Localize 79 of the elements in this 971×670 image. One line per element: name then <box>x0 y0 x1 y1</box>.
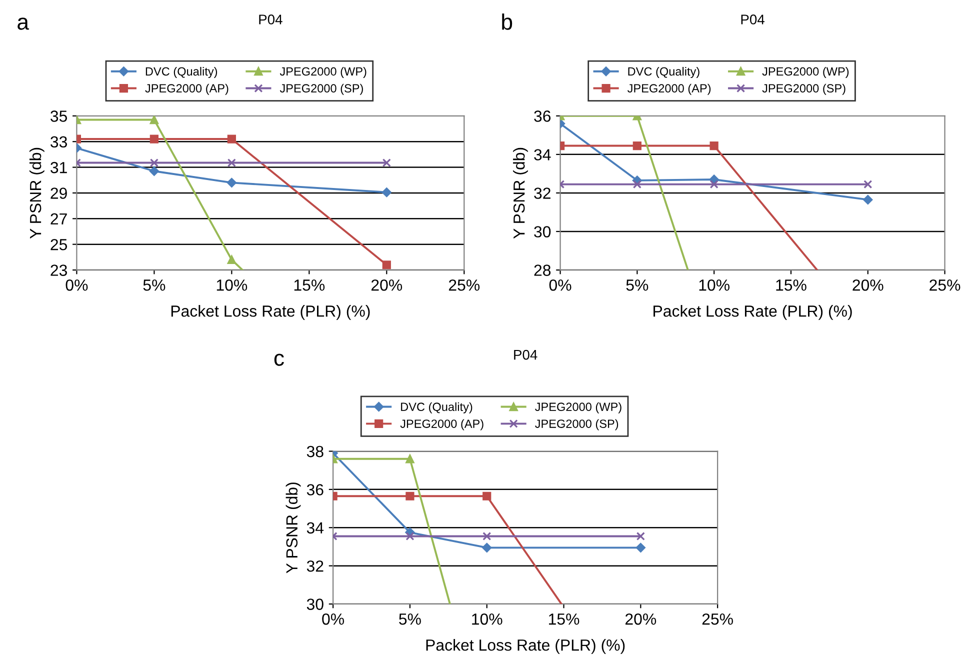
point <box>632 141 642 150</box>
point <box>150 134 158 144</box>
x-tick-label: 10% <box>472 613 502 625</box>
point <box>482 542 492 552</box>
y-tick-label: 23 <box>50 264 67 276</box>
x-tick-label: 0% <box>66 279 88 291</box>
x-tick-label: 20% <box>625 613 656 625</box>
y-tick-label: 25 <box>50 238 68 250</box>
y-tick-label: 30 <box>534 226 551 238</box>
y-tick-label: 36 <box>534 110 551 122</box>
y-tick-label: 34 <box>534 149 551 160</box>
text: c <box>274 354 284 366</box>
y-axis-title: Y PSNR (db) <box>29 148 44 239</box>
x-axis-title: Packet Loss Rate (PLR) (%) <box>426 639 625 654</box>
y-tick-label: 28 <box>534 264 551 276</box>
legend-label: JPEG2000 (AP) <box>145 84 228 95</box>
legend-label: DVC (Quality) <box>628 66 700 78</box>
legend-label: DVC (Quality) <box>401 402 472 414</box>
chart-title: P04 <box>741 14 764 24</box>
x-tick-label: 25% <box>702 613 733 625</box>
point <box>226 178 236 188</box>
point <box>636 532 645 541</box>
point <box>406 492 414 500</box>
y-tick-label: 29 <box>50 188 67 199</box>
y-tick-label: 35 <box>50 110 68 122</box>
x-tick-label: 15% <box>548 614 580 625</box>
legend-label: JPEG2000 (SP) <box>762 84 846 95</box>
chart-title: P04 <box>514 350 538 360</box>
x-tick-label: 25% <box>448 279 480 291</box>
y-tick-label: 36 <box>306 484 324 496</box>
y-tick-label: 32 <box>306 560 324 572</box>
x-tick-label: 15% <box>294 280 325 291</box>
point <box>227 134 236 144</box>
y-tick-label: 30 <box>306 598 324 610</box>
x-tick-label: 10% <box>699 279 730 291</box>
x-tick-label: 15% <box>776 280 806 291</box>
x-axis-title: Packet Loss Rate (PLR) (%) <box>171 305 370 320</box>
legend-label: JPEG2000 (SP) <box>535 419 618 430</box>
x-tick-label: 20% <box>371 279 402 291</box>
point <box>710 141 718 150</box>
point <box>150 158 158 168</box>
point <box>709 174 719 184</box>
point <box>636 542 646 552</box>
y-tick-label: 34 <box>306 522 324 534</box>
y-tick-label: 33 <box>50 136 67 148</box>
x-tick-label: 10% <box>216 279 248 291</box>
x-tick-label: 5% <box>626 280 648 291</box>
legend-label: JPEG2000 (SP) <box>280 84 363 95</box>
point <box>406 532 414 541</box>
point <box>632 180 642 189</box>
text: b <box>502 14 512 30</box>
point <box>482 492 492 500</box>
x-tick-label: 5% <box>143 280 166 291</box>
legend-label: JPEG2000 (WP) <box>535 402 622 414</box>
point <box>227 255 236 264</box>
text: a <box>18 18 30 30</box>
y-tick-label: 31 <box>50 162 67 174</box>
x-tick-label: 25% <box>930 279 960 291</box>
point <box>150 116 158 124</box>
point <box>482 532 492 541</box>
legend-label: JPEG2000 (AP) <box>400 419 484 430</box>
y-axis-title: Y PSNR (db) <box>286 482 301 574</box>
x-axis-title: Packet Loss Rate (PLR) (%) <box>654 305 852 320</box>
x-tick-label: 20% <box>852 279 884 291</box>
legend-label: JPEG2000 (WP) <box>762 66 849 78</box>
x-tick-label: 0% <box>322 613 344 625</box>
point <box>710 180 718 189</box>
y-axis-title: Y PSNR (db) <box>513 148 528 239</box>
point <box>227 158 236 168</box>
x-tick-label: 0% <box>549 279 572 291</box>
legend-label: JPEG2000 (AP) <box>627 84 711 95</box>
y-tick-label: 38 <box>306 446 324 458</box>
chart-title: P04 <box>259 14 282 24</box>
y-tick-label: 32 <box>534 188 550 199</box>
y-tick-label: 27 <box>50 213 67 224</box>
point <box>149 166 159 176</box>
legend-label: DVC (Quality) <box>146 66 218 78</box>
legend-label: JPEG2000 (WP) <box>280 66 366 78</box>
x-tick-label: 5% <box>399 614 421 625</box>
